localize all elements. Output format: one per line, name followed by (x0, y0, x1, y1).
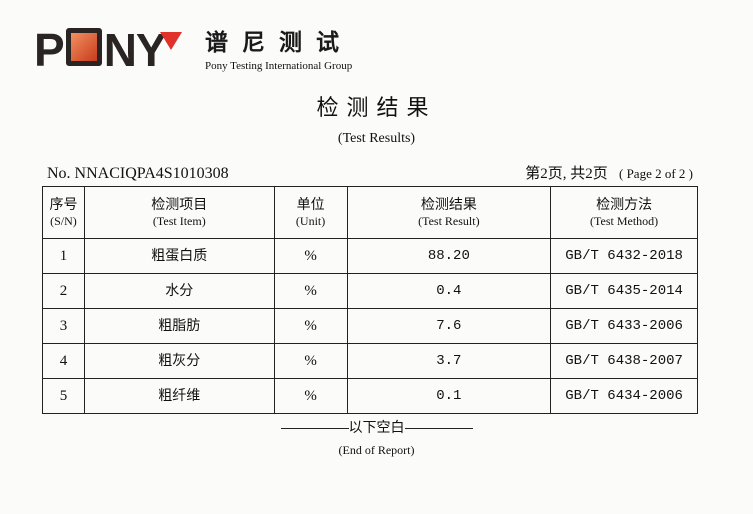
cell-unit: % (273, 238, 348, 274)
header-en: (Test Method) (590, 214, 659, 228)
header-sn: 序号 (S/N) (42, 186, 85, 239)
divider-line (280, 427, 349, 429)
header-test-item: 检测项目 (Test Item) (83, 186, 275, 239)
header-en: (Test Result) (418, 214, 480, 228)
cell-unit: % (273, 343, 348, 379)
header-cn: 单位 (296, 197, 325, 213)
cell-method: GB/T 6434-2006 (550, 378, 698, 414)
cell-unit: % (273, 308, 348, 344)
cell-method: GB/T 6432-2018 (550, 238, 698, 274)
cell-test-item: 粗灰分 (83, 343, 275, 379)
cell-unit: % (273, 378, 348, 414)
end-of-report-cn: 以下空白 (0, 419, 753, 437)
cell-method: GB/T 6438-2007 (550, 343, 698, 379)
table-header-row: 序号 (S/N) 检测项目 (Test Item) 单位 (Unit) 检测结果 (Te… (42, 186, 698, 239)
table-row: 4 粗灰分% 3.7 GB/T 6438-2007 (42, 343, 698, 379)
cell-test-item: 水分 (83, 273, 275, 309)
header-cn: 序号 (49, 197, 78, 213)
cell-test-item: 粗脂肪 (83, 308, 275, 344)
pony-logo: P NY (34, 24, 182, 76)
page-info-cn: 第2页, 共2页 (525, 166, 608, 182)
cell-sn: 3 (42, 308, 85, 344)
brand-name-cn: 谱尼测试 (205, 30, 353, 56)
document-subtitle: (Test Results) (337, 131, 416, 146)
cell-test-item: 粗蛋白质 (83, 238, 275, 274)
cell-sn: 2 (42, 273, 85, 309)
results-table: 序号 (S/N) 检测项目 (Test Item) 单位 (Unit) 检测结果 (Te… (42, 186, 698, 414)
cell-result: 88.20 (346, 238, 552, 274)
table-row: 2 水分% 0.4 GB/T 6435-2014 (42, 273, 698, 309)
end-of-report-en: (End of Report) (338, 443, 415, 457)
header-cn: 检测方法 (596, 197, 653, 213)
cell-result: 0.1 (346, 378, 552, 414)
logo-letter-o (65, 28, 102, 66)
cell-sn: 5 (42, 378, 85, 414)
header-test-result: 检测结果 (Test Result) (346, 186, 552, 239)
page-info: 第2页, 共2页 ( Page 2 of 2 ) (525, 165, 693, 183)
logo-triangle-icon (159, 32, 182, 50)
page-info-en: ( Page 2 of 2 ) (618, 166, 693, 181)
header-cn: 检测项目 (151, 197, 208, 213)
table-row: 5 粗纤维% 0.1 GB/T 6434-2006 (42, 378, 698, 414)
table-row: 3 粗脂肪% 7.6 GB/T 6433-2006 (42, 308, 698, 344)
cell-sn: 4 (42, 343, 85, 379)
header-cn: 检测结果 (420, 197, 477, 213)
cell-sn: 1 (42, 238, 85, 274)
cell-method: GB/T 6435-2014 (550, 273, 698, 309)
header-en: (Unit) (295, 214, 326, 228)
document-title: 检测结果 (316, 96, 437, 121)
logo-letters-ny: NY (103, 24, 167, 76)
brand-name-en: Pony Testing International Group (205, 60, 353, 72)
cell-result: 3.7 (346, 343, 552, 379)
logo-letter-p: P (34, 24, 65, 76)
report-number: No. NNACIQPA4S1010308 (47, 165, 229, 182)
header-en: (Test Item) (152, 214, 206, 228)
table-row: 1 粗蛋白质% 88.20 GB/T 6432-2018 (42, 238, 698, 274)
cell-result: 0.4 (346, 273, 552, 309)
end-text-cn: 以下空白 (348, 420, 405, 436)
cell-method: GB/T 6433-2006 (550, 308, 698, 344)
header-unit: 单位 (Unit) (273, 186, 348, 239)
header-test-method: 检测方法 (Test Method) (550, 186, 698, 239)
header-en: (S/N) (50, 214, 77, 228)
cell-result: 7.6 (346, 308, 552, 344)
cell-unit: % (273, 273, 348, 309)
cell-test-item: 粗纤维 (83, 378, 275, 414)
divider-line (404, 427, 473, 429)
